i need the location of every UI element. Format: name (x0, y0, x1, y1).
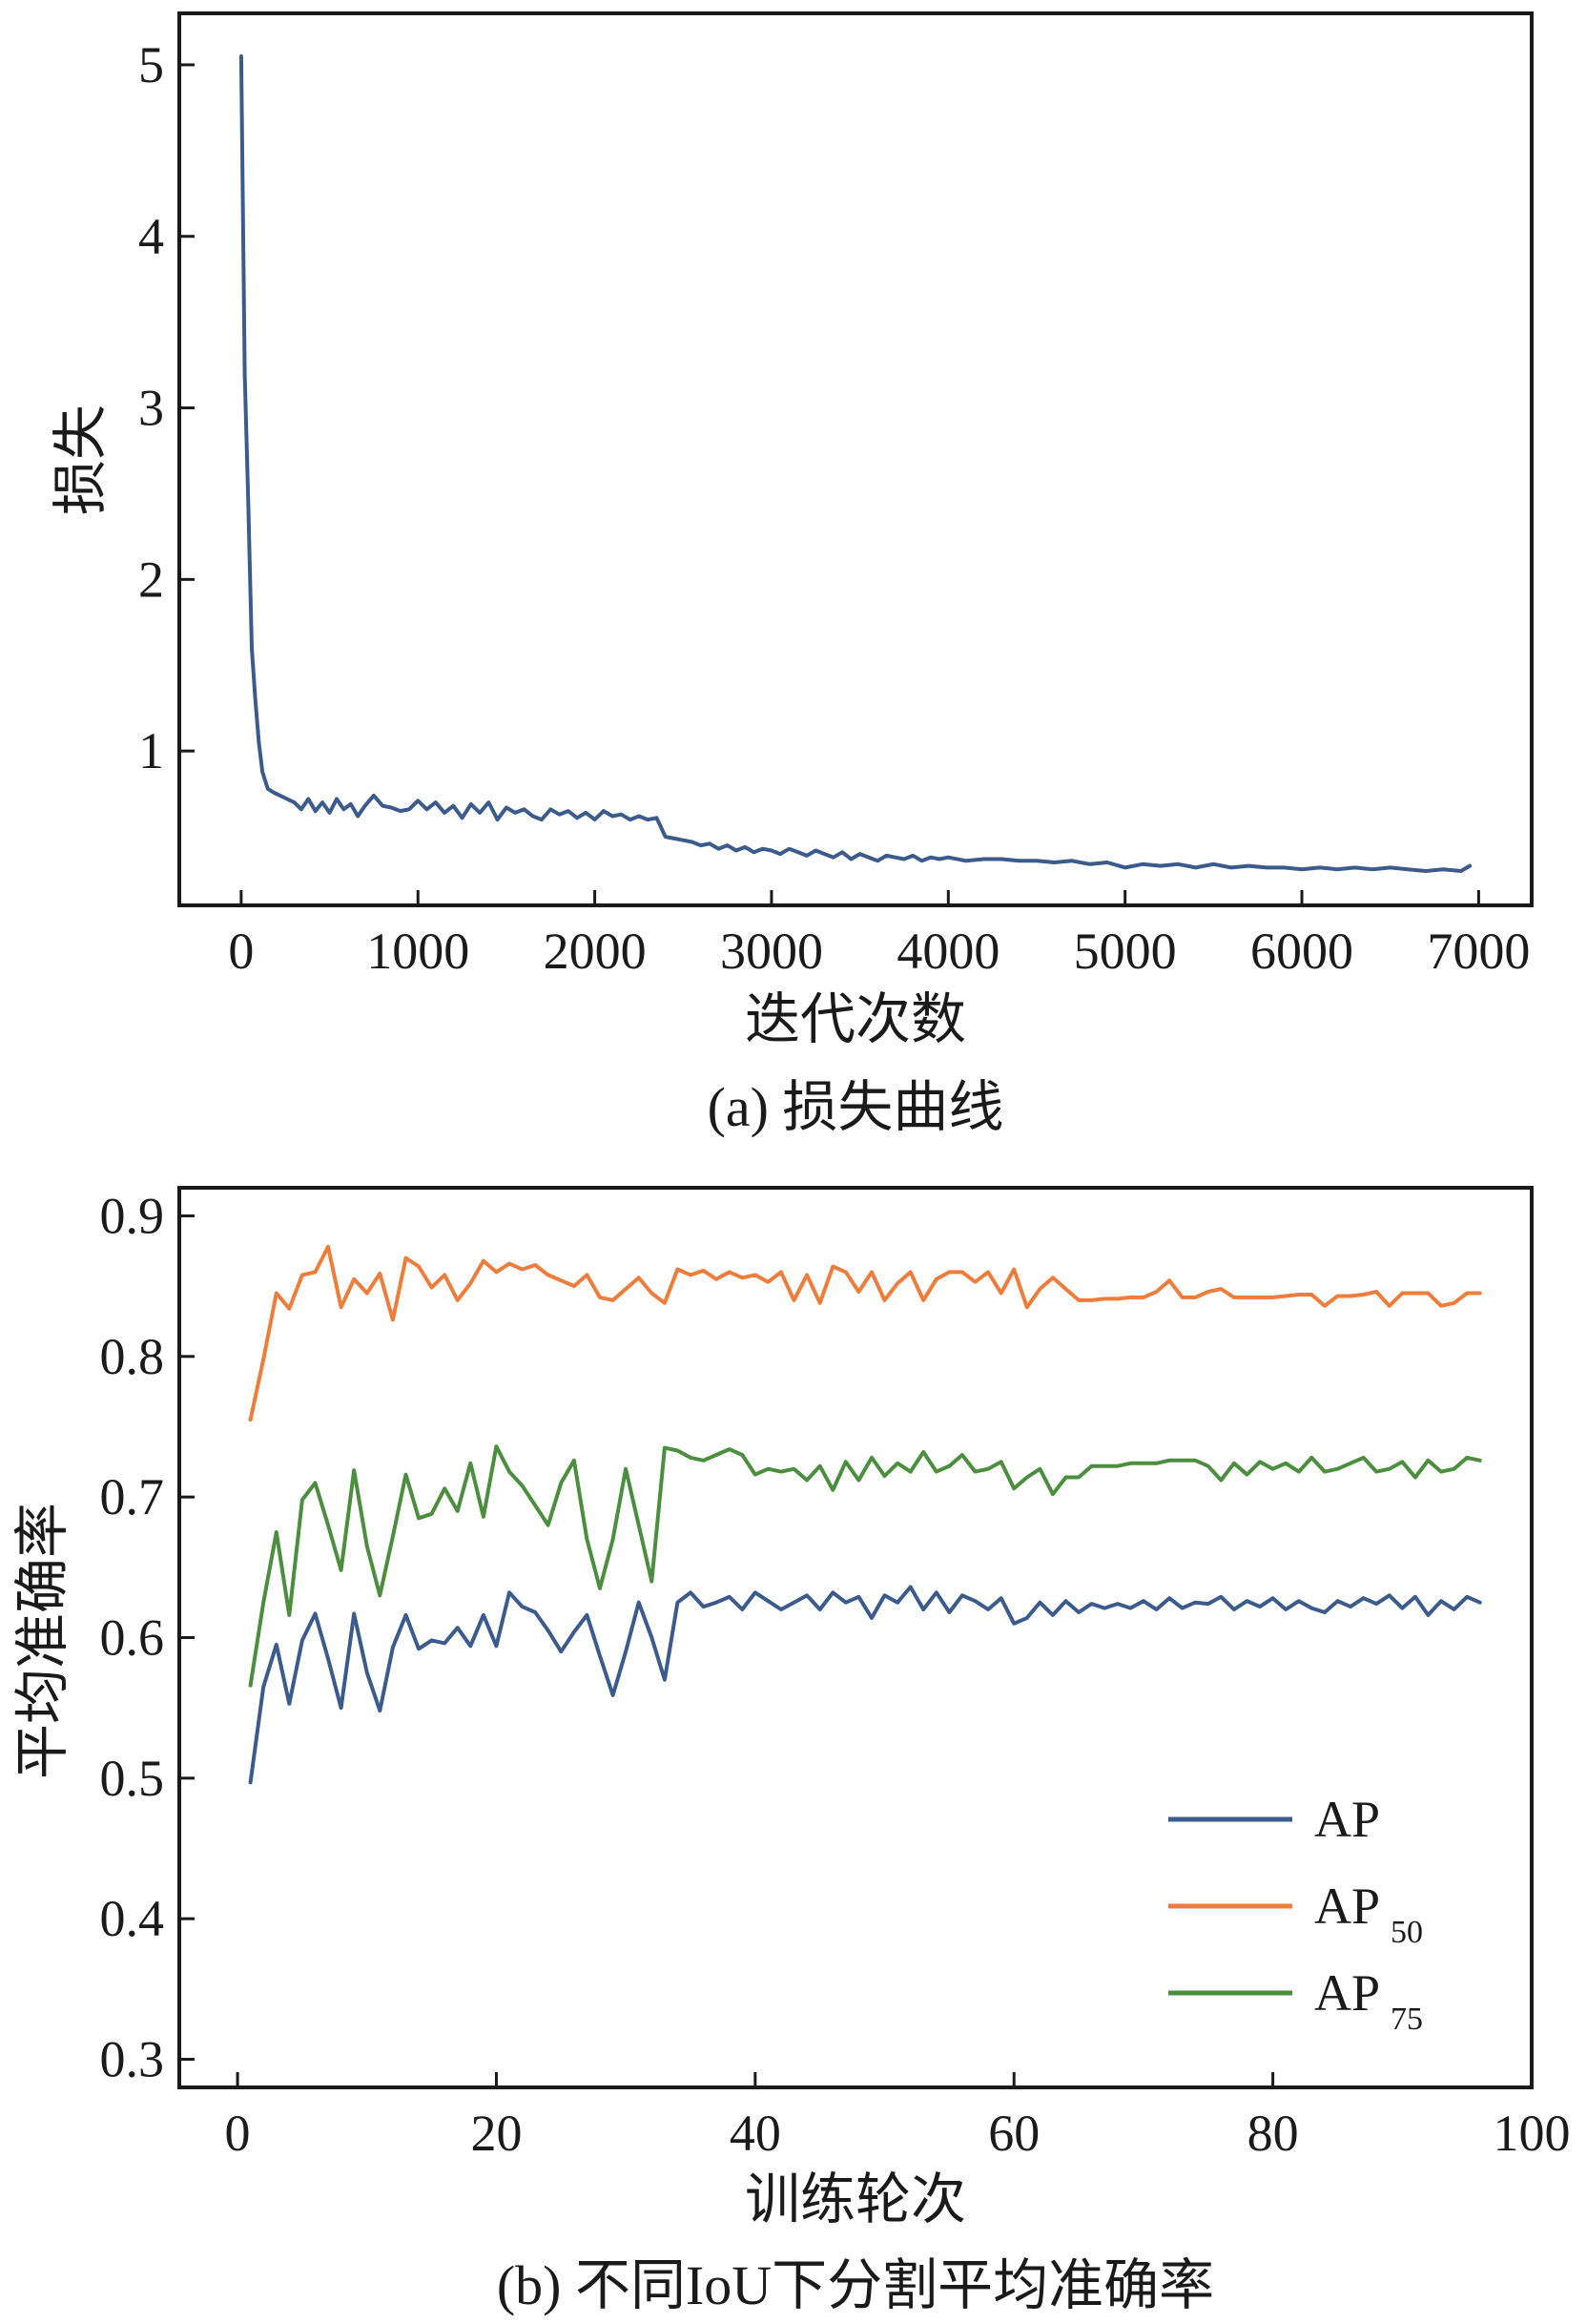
legend-label-ap50: AP (1314, 1878, 1380, 1935)
loss-y-tick-label: 2 (138, 550, 164, 608)
ap-y-tick-label: 0.9 (100, 1187, 165, 1244)
legend-item-ap50: AP 50 (1168, 1878, 1423, 1950)
loss-y-ticks: 1 2 3 4 5 (138, 36, 195, 779)
ap-y-tick-label: 0.4 (100, 1890, 165, 1947)
legend-label-ap75: AP (1314, 1964, 1380, 2022)
loss-chart: 0 1000 2000 3000 4000 5000 6000 7000 1 2 3 4 5 迭代次数… (50, 11, 1534, 1138)
ap-x-tick-label: 60 (988, 2105, 1040, 2162)
legend: AP AP 50 AP 75 (1168, 1791, 1423, 2037)
loss-y-tick-label: 5 (138, 36, 164, 93)
ap-y-ticks: 0.3 0.4 0.5 0.6 0.7 0.8 0.9 (100, 1187, 195, 2088)
legend-sub-ap50: 50 (1391, 1915, 1423, 1950)
ap-x-tick-label: 100 (1494, 2105, 1571, 2162)
ap-x-tick-label: 20 (470, 2105, 522, 2162)
loss-y-tick-label: 4 (138, 208, 164, 265)
loss-caption: (a) 损失曲线 (708, 1076, 1004, 1138)
loss-x-tick-label: 6000 (1250, 923, 1353, 980)
legend-label-ap: AP (1314, 1791, 1380, 1848)
ap-series-line-ap (248, 1585, 1482, 1785)
ap-series (248, 1244, 1482, 1785)
loss-x-tick-label: 7000 (1427, 923, 1530, 980)
loss-y-tick-label: 3 (138, 380, 164, 437)
ap-plot-frame (177, 1186, 1534, 2089)
loss-x-tick-label: 3000 (720, 923, 823, 980)
loss-x-axis-label: 迭代次数 (745, 988, 966, 1050)
ap-chart: 0 20 40 60 80 100 0.30.40.50.60.70.80.9 训练轮次 … (11, 1186, 1571, 2316)
ap-x-tick-label: 0 (225, 2105, 251, 2162)
loss-x-tick-label: 4000 (897, 923, 1000, 980)
ap-y-tick-label: 0.3 (100, 2031, 165, 2088)
legend-sub-ap75: 75 (1391, 2002, 1423, 2037)
loss-x-tick-label: 0 (228, 923, 254, 980)
ap-y-tick-label: 0.8 (100, 1328, 165, 1385)
ap-x-tick-label: 80 (1247, 2105, 1299, 2162)
loss-y-tick-label: 1 (138, 722, 164, 779)
loss-x-tick-label: 5000 (1074, 923, 1177, 980)
ap-series-line-ap50 (248, 1244, 1482, 1422)
ap-y-tick-label: 0.6 (100, 1609, 165, 1667)
legend-item-ap: AP (1168, 1791, 1380, 1848)
ap-series-line-ap75 (248, 1444, 1482, 1688)
ap-x-axis-label: 训练轮次 (745, 2168, 966, 2231)
ap-y-tick-label: 0.7 (100, 1468, 165, 1525)
ap-y-tick-label: 0.5 (100, 1750, 165, 1807)
ap-x-tick-label: 40 (730, 2105, 781, 2162)
legend-item-ap75: AP 75 (1168, 1964, 1423, 2037)
loss-x-tick-label: 2000 (544, 923, 647, 980)
loss-x-tick-label: 1000 (366, 923, 469, 980)
loss-series-line-0 (238, 54, 1473, 873)
ap-x-ticks: 0 20 40 60 80 100 (225, 2072, 1571, 2162)
loss-y-axis-label: 损失 (50, 405, 112, 515)
loss-plot-frame (177, 11, 1534, 907)
ap-caption: (b) 不同IoU下分割平均准确率 (497, 2254, 1214, 2316)
loss-series (238, 54, 1473, 873)
ap-y-axis-label: 平均准确率 (11, 1503, 73, 1779)
loss-x-ticks: 0 1000 2000 3000 4000 5000 6000 7000 (228, 890, 1530, 980)
